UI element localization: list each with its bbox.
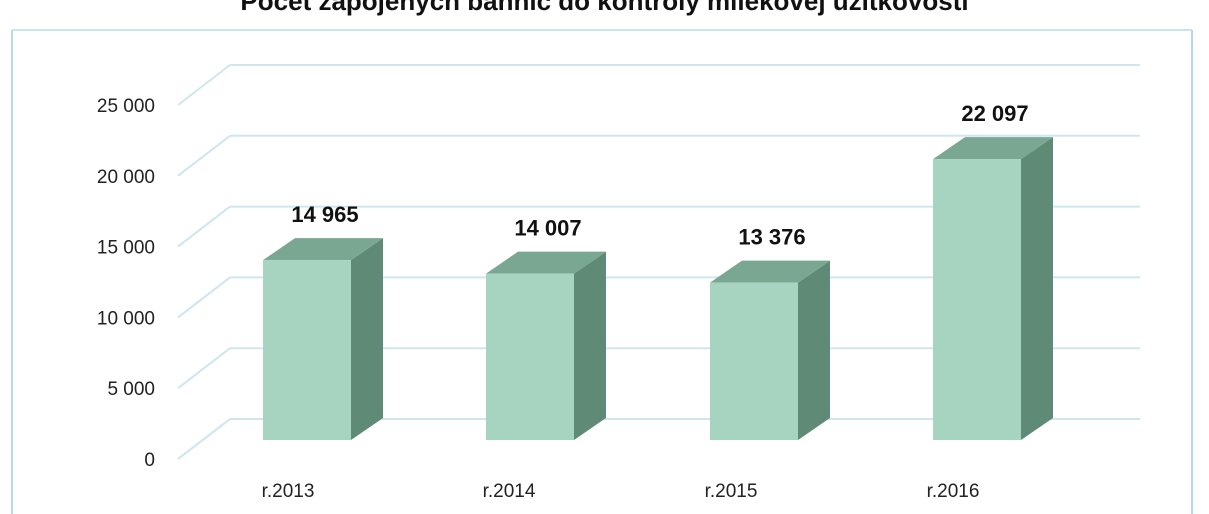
data-label: 22 097 [961, 101, 1028, 126]
bar-top [263, 238, 383, 261]
bar-front [263, 260, 351, 440]
y-tick-label: 5 000 [107, 379, 155, 400]
x-tick-label: r.2014 [483, 481, 536, 502]
y-tick-label: 25 000 [97, 96, 155, 117]
chart-frame [11, 29, 1193, 514]
y-axis: 0 5 000 10 000 15 000 20 000 25 000 [97, 96, 155, 471]
bar-top [710, 260, 830, 283]
gridline-diag [177, 347, 231, 389]
y-tick-label: 15 000 [97, 238, 155, 259]
x-tick-label: r.2016 [927, 481, 980, 502]
gridline-diag [177, 276, 231, 319]
bar-side [351, 238, 383, 440]
x-tick-label: r.2015 [705, 481, 758, 502]
bar-top [486, 251, 606, 274]
bar [263, 238, 383, 440]
x-tick-label: r.2013 [262, 481, 315, 502]
data-label: 14 965 [291, 202, 358, 227]
bar-side [1021, 137, 1053, 440]
data-label: 14 007 [514, 216, 581, 241]
bar-front [933, 159, 1021, 440]
gridline-diag [177, 418, 231, 460]
bar [486, 251, 606, 440]
y-tick-label: 10 000 [97, 308, 155, 329]
bar-front [486, 273, 574, 440]
chart-title: Počet zapojených bahníc do kontroly mlie… [240, 0, 969, 16]
y-tick-label: 20 000 [97, 167, 155, 188]
bar [933, 137, 1053, 440]
bar [710, 260, 830, 440]
bar-front [710, 282, 798, 440]
gridline-diag [177, 64, 231, 106]
bar-side [798, 260, 830, 440]
x-axis: r.2013 r.2014 r.2015 r.2016 [262, 481, 980, 502]
gridline-diag [177, 135, 231, 177]
data-label: 13 376 [738, 225, 805, 250]
bar-side [574, 251, 606, 440]
bars [263, 137, 1053, 440]
gridline-diag [177, 205, 231, 248]
data-labels: 14 965 14 007 13 376 22 097 [291, 101, 1028, 249]
bar-top [933, 137, 1053, 160]
y-tick-label: 0 [144, 450, 155, 471]
